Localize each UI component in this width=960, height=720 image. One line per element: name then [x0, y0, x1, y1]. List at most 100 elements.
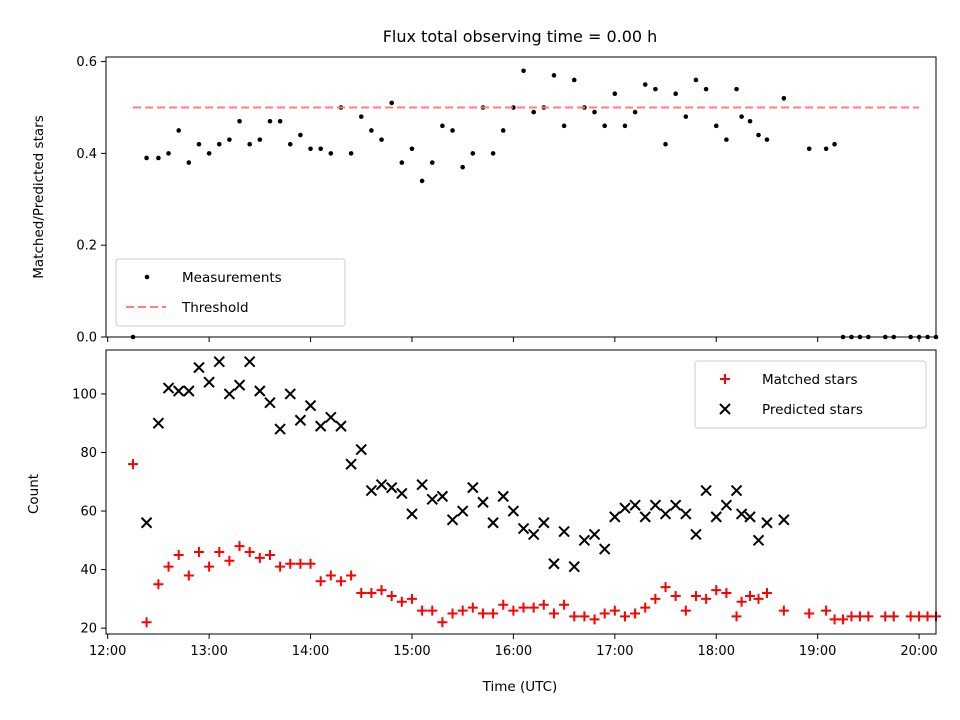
- measurement-point: [703, 86, 709, 92]
- predicted-stars-point: [649, 499, 662, 511]
- measurement-point: [267, 118, 273, 124]
- matched-stars-point: [508, 605, 519, 616]
- y-tick-label: 60: [80, 505, 97, 520]
- measurement-point: [673, 91, 678, 97]
- measurement-point: [399, 160, 405, 165]
- matched-stars-point: [488, 608, 499, 619]
- predicted-stars-point: [527, 528, 540, 541]
- matched-stars-point: [538, 599, 549, 610]
- predicted-stars-point: [619, 502, 631, 514]
- measurement-point: [531, 109, 536, 115]
- matched-stars-point: [721, 588, 732, 599]
- predicted-stars-point: [140, 517, 153, 529]
- matched-stars-point: [315, 576, 326, 587]
- matched-stars-point: [880, 611, 891, 622]
- predicted-stars-point: [274, 423, 286, 435]
- x-tick-label: 16:00: [495, 644, 532, 659]
- predicted-stars-point: [314, 420, 327, 432]
- measurement-point: [470, 151, 476, 156]
- measurement-point: [823, 146, 829, 152]
- matched-stars-point: [854, 611, 865, 622]
- y-tick-label: 0.4: [76, 147, 97, 162]
- measurement-point: [206, 151, 212, 156]
- predicted-stars-point: [365, 484, 378, 497]
- predicted-stars-point: [416, 478, 428, 491]
- measurement-point: [756, 132, 761, 138]
- predicted-stars-point: [396, 487, 408, 500]
- predicted-stars-point: [744, 511, 756, 523]
- measurement-point: [450, 128, 455, 133]
- predicted-stars-point: [720, 499, 733, 511]
- matched-stars-point: [285, 558, 296, 569]
- predicted-stars-point: [778, 514, 790, 526]
- matched-stars-point: [922, 611, 933, 622]
- predicted-stars-point: [690, 528, 702, 541]
- legend-label-threshold: Threshold: [181, 300, 249, 316]
- matched-stars-point: [778, 605, 789, 616]
- measurement-point: [490, 151, 496, 156]
- count-data-layer: [128, 356, 941, 628]
- matched-stars-point: [589, 614, 600, 625]
- legend-label-predicted-stars: Predicted stars: [762, 402, 863, 418]
- count-axes-frame: [105, 349, 937, 635]
- predicted-stars-point: [588, 528, 601, 541]
- legend-label-matched-stars: Matched stars: [762, 372, 858, 388]
- matched-stars-point: [559, 599, 570, 610]
- measurement-point: [663, 141, 668, 147]
- predicted-stars-point: [203, 376, 215, 388]
- matched-stars-point: [376, 585, 387, 596]
- matched-stars-point: [905, 611, 916, 622]
- predicted-stars-point: [426, 493, 438, 506]
- measurement-point: [713, 123, 719, 129]
- matched-stars-point: [477, 608, 488, 619]
- measurement-point: [369, 128, 374, 133]
- matched-stars-point: [305, 558, 316, 569]
- matched-stars-point: [386, 590, 397, 601]
- predicted-stars-point: [183, 385, 195, 397]
- measurement-point: [622, 123, 628, 129]
- measurement-point: [216, 141, 222, 147]
- matched-stars-point: [528, 602, 539, 613]
- matched-stars-point: [366, 588, 377, 599]
- measurement-point: [156, 155, 161, 161]
- predicted-stars-point: [345, 458, 357, 470]
- predicted-stars-point: [680, 508, 692, 520]
- matched-stars-point: [204, 561, 215, 572]
- count-x-axis-label: Time (UTC): [482, 679, 558, 695]
- ratio-panel: 0.0 0.2 0.4 0.6 Matched/Predicted stars Mea…: [31, 55, 939, 346]
- predicted-stars-point: [735, 508, 748, 520]
- predicted-stars-point: [243, 356, 256, 368]
- predicted-stars-point: [629, 499, 641, 511]
- predicted-stars-point: [436, 490, 449, 503]
- predicted-stars-point: [598, 543, 611, 555]
- y-tick-label: 100: [72, 387, 97, 402]
- measurement-point: [176, 128, 181, 133]
- matched-stars-point: [437, 617, 448, 628]
- predicted-stars-point: [669, 499, 682, 511]
- x-tick-label: 13:00: [190, 644, 227, 659]
- predicted-stars-point: [700, 484, 712, 497]
- measurement-point: [592, 109, 597, 115]
- predicted-stars-point: [233, 379, 246, 391]
- measurement-point: [409, 146, 415, 152]
- measurement-point: [571, 77, 577, 83]
- matched-stars-point: [214, 547, 225, 558]
- matched-stars-point: [406, 593, 417, 604]
- measurement-point: [389, 100, 394, 106]
- measurement-point: [196, 141, 202, 147]
- matched-stars-point: [518, 602, 529, 613]
- measurement-point: [653, 86, 658, 92]
- x-tick-label: 19:00: [799, 644, 836, 659]
- x-tick-label: 14:00: [292, 644, 329, 659]
- y-tick-label: 80: [80, 446, 97, 461]
- measurement-point: [277, 118, 283, 124]
- measurement-point: [739, 114, 744, 119]
- predicted-stars-point: [406, 508, 418, 520]
- matched-stars-point: [690, 590, 701, 601]
- measurement-point: [247, 141, 252, 147]
- predicted-stars-point: [385, 481, 398, 494]
- count-legend-box: [694, 360, 927, 429]
- legend-marker-measurements: [144, 274, 150, 280]
- measurement-point: [551, 73, 557, 78]
